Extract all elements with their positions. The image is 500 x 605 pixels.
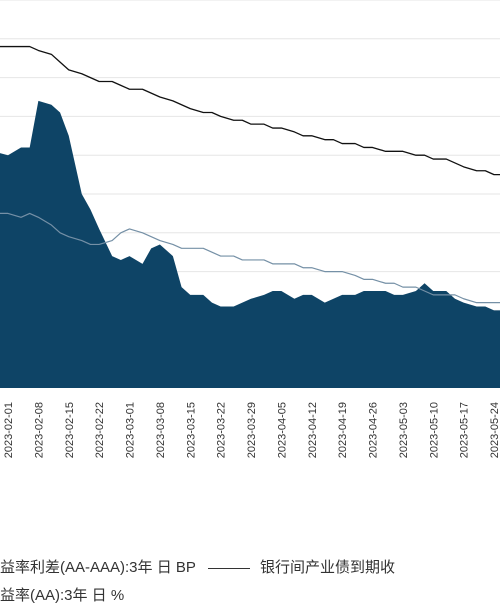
x-tick-label: 2023-04-05 bbox=[276, 402, 288, 458]
spread-area-series bbox=[0, 100, 500, 388]
x-tick-label: 2023-04-19 bbox=[337, 402, 349, 458]
legend-line-swatch bbox=[207, 567, 250, 569]
x-tick-label: 2023-02-22 bbox=[94, 402, 106, 458]
x-tick-label: 2023-02-01 bbox=[3, 402, 15, 458]
x-tick-label: 2023-04-26 bbox=[368, 402, 380, 458]
spread-area bbox=[0, 100, 500, 388]
secondary-line bbox=[0, 212, 500, 304]
secondary-line-series bbox=[0, 212, 500, 304]
x-axis-tick-labels: 2023-02-01 2023-02-08 2023-02-15 2023-02-22… bbox=[3, 402, 500, 458]
legend-area-label: 益率利差(AA-AAA):3年 日 BP bbox=[0, 559, 196, 576]
x-tick-label: 2023-03-01 bbox=[125, 402, 137, 458]
legend-line-label-continued: 益率(AA):3年 日 % bbox=[0, 587, 125, 604]
x-tick-label: 2023-05-10 bbox=[428, 402, 440, 458]
x-tick-label: 2023-03-08 bbox=[155, 402, 167, 458]
yield-line bbox=[0, 45, 500, 176]
x-tick-label: 2023-04-12 bbox=[307, 402, 319, 458]
x-tick-label: 2023-02-08 bbox=[33, 402, 45, 458]
yield-line-series bbox=[0, 45, 500, 176]
x-tick-label: 2023-05-03 bbox=[398, 402, 410, 458]
legend-row-2: 益率(AA):3年 日 % bbox=[0, 584, 124, 605]
x-tick-label: 2023-03-22 bbox=[216, 402, 228, 458]
x-tick-label: 2023-05-17 bbox=[459, 402, 471, 458]
x-tick-label: 2023-03-29 bbox=[246, 402, 258, 458]
legend-line-label: 银行间产业债到期收 bbox=[259, 559, 395, 576]
x-tick-label: 2023-05-24 bbox=[489, 402, 500, 458]
legend-row-1: 益率利差(AA-AAA):3年 日 BP 银行间产业债到期收 bbox=[0, 556, 395, 577]
x-tick-label: 2023-03-15 bbox=[185, 402, 197, 458]
x-tick-label: 2023-02-15 bbox=[64, 402, 76, 458]
